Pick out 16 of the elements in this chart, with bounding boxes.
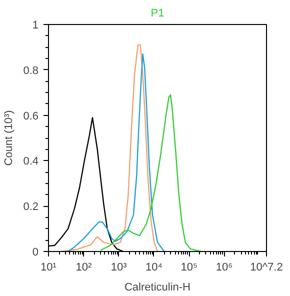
x-tick-label: 10⁶: [216, 262, 233, 274]
y-tick-label: 0.8: [23, 64, 39, 77]
x-tick-label: 10⁴: [146, 262, 163, 274]
y-tick-label: 0.2: [23, 201, 39, 214]
y-tick-label: 0.6: [23, 110, 39, 122]
x-tick-label: 10²: [76, 262, 92, 274]
x-axis-title: Calreticulin-H: [124, 282, 191, 294]
y-axis-title: Count (10³): [3, 110, 16, 166]
y-tick-label: 0.4: [23, 156, 39, 168]
y-tick-label: 1: [32, 20, 39, 32]
y-tick-label: 0: [32, 246, 39, 258]
x-tick-label: 10³: [110, 262, 128, 274]
x-tick-label: 10^7.2: [250, 262, 283, 274]
x-tick-label: 10¹: [40, 262, 57, 274]
chart-title: P1: [150, 8, 164, 20]
x-tick-label: 10⁵: [180, 262, 198, 274]
